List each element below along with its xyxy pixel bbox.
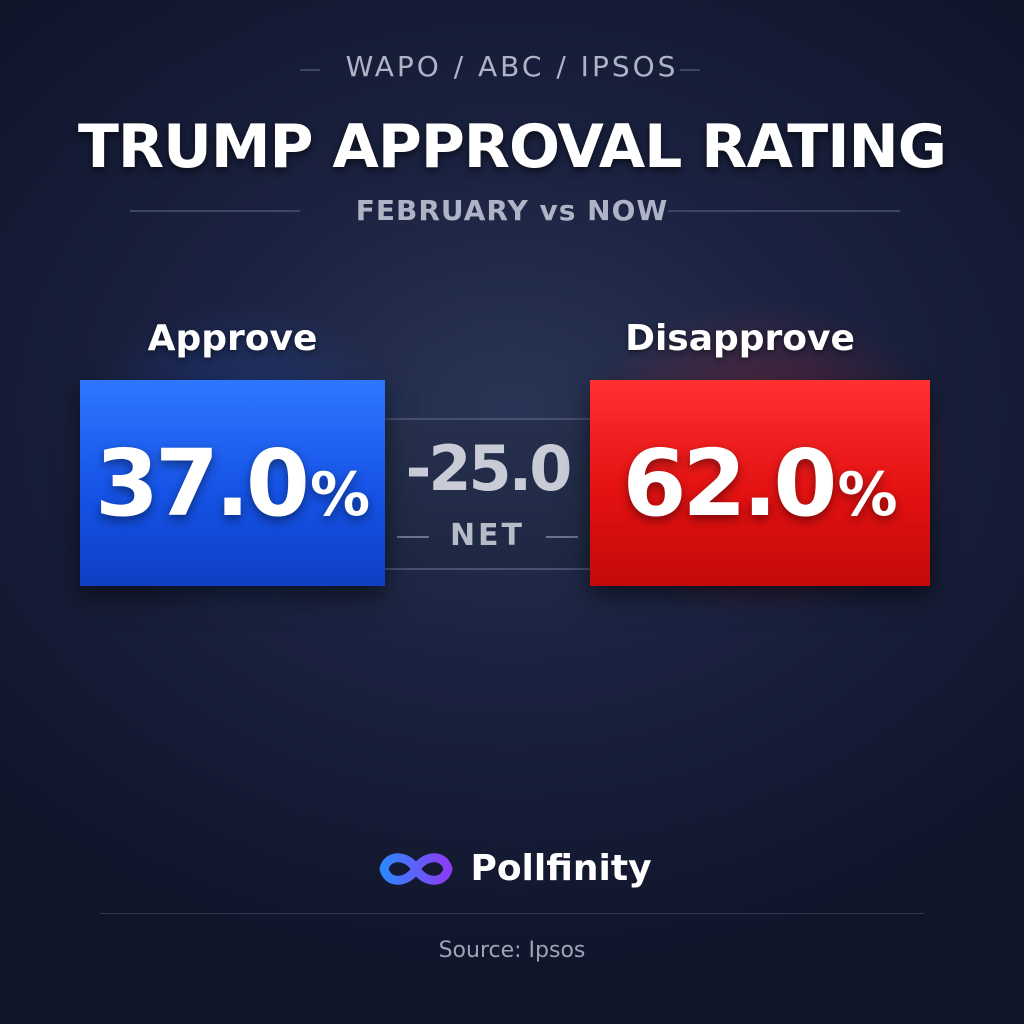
approve-percentage: 37.0%: [95, 430, 370, 537]
disapprove-percentage: 62.0%: [622, 430, 897, 537]
subtitle-rule-right: [668, 210, 900, 212]
poll-sources-kicker: WAPO / ABC / IPSOS: [345, 50, 679, 83]
approve-unit: %: [309, 459, 371, 530]
brand-name: Pollfinity: [470, 848, 652, 889]
disapprove-box: 62.0%: [590, 380, 930, 586]
page-subtitle: FEBRUARY vs NOW: [355, 194, 669, 227]
brand-logo: Pollfinity: [0, 848, 1024, 889]
disapprove-value: 62.0: [622, 429, 837, 537]
net-panel: [385, 418, 590, 570]
net-label: NET: [449, 518, 526, 553]
subtitle-rule-left: [130, 210, 300, 212]
net-rule-right: [546, 536, 578, 538]
page-title: TRUMP APPROVAL RATING: [77, 112, 947, 182]
infinity-logo-icon: [379, 852, 453, 885]
kicker-rule-left: [300, 69, 320, 71]
kicker-rule-right: [680, 69, 700, 71]
source-note: Source: Ipsos: [438, 938, 586, 963]
footer-divider: [100, 913, 924, 914]
approve-value: 37.0: [94, 429, 310, 537]
disapprove-label: Disapprove: [625, 318, 855, 359]
net-value: -25.0: [405, 432, 573, 505]
approve-label: Approve: [147, 318, 318, 359]
net-rule-left: [397, 536, 429, 538]
approve-box: 37.0%: [80, 380, 385, 586]
disapprove-unit: %: [837, 459, 898, 530]
